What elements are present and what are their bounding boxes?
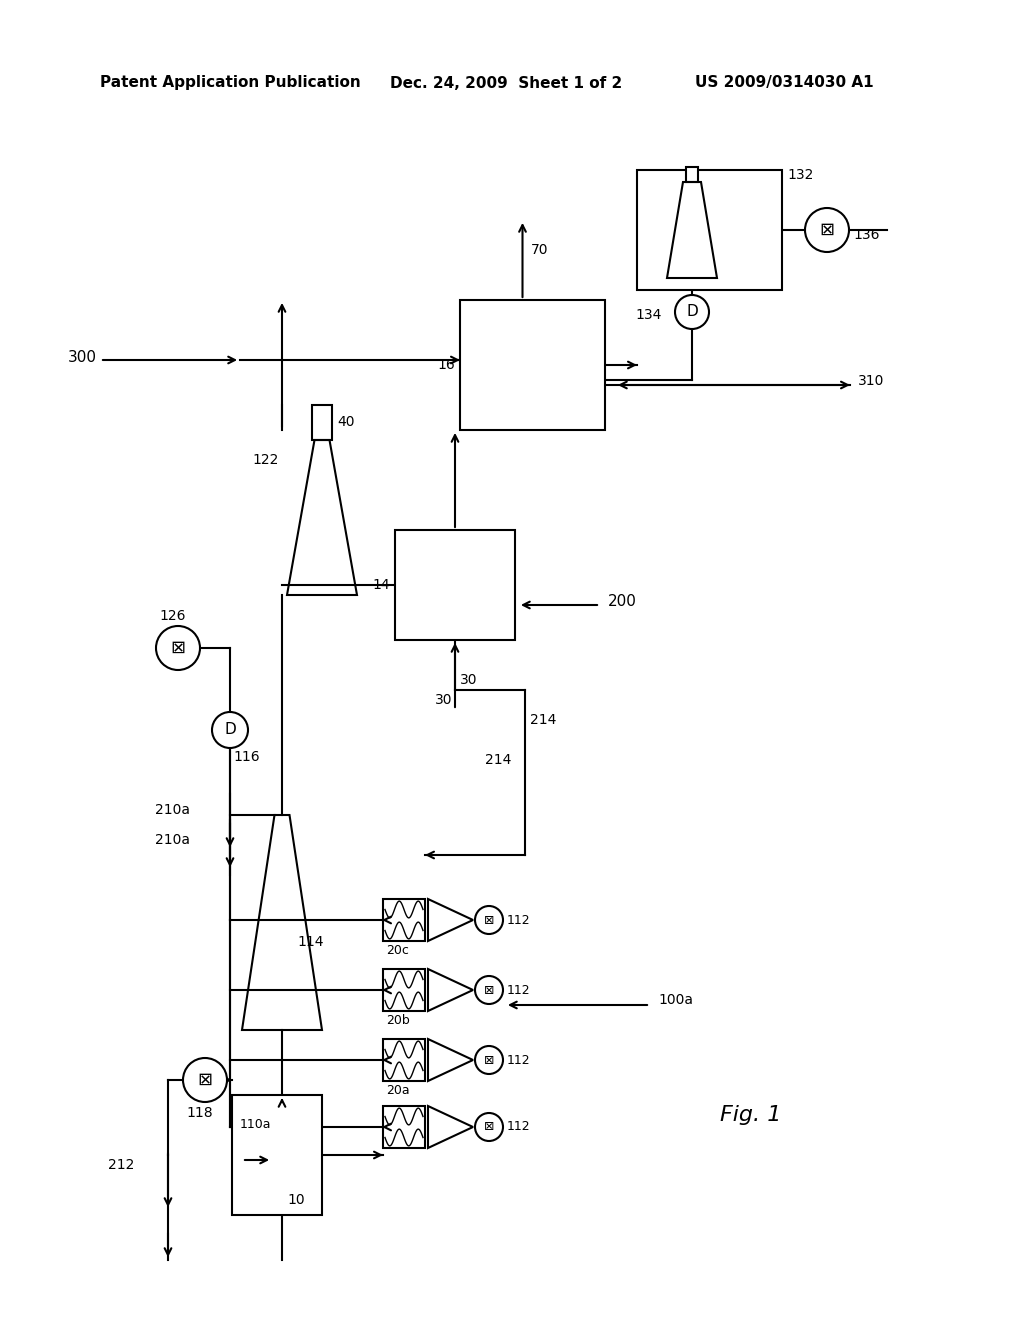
Text: ⊠: ⊠ xyxy=(170,639,185,657)
Text: 200: 200 xyxy=(608,594,637,610)
Text: 214: 214 xyxy=(530,713,556,727)
Bar xyxy=(460,300,605,430)
Text: 112: 112 xyxy=(507,1121,530,1134)
Text: 214: 214 xyxy=(485,752,511,767)
Bar xyxy=(383,969,425,1011)
Text: 30: 30 xyxy=(460,673,477,686)
Bar xyxy=(383,1106,425,1148)
Circle shape xyxy=(475,975,503,1005)
Text: ⊠: ⊠ xyxy=(483,913,495,927)
Text: ⊠: ⊠ xyxy=(198,1071,213,1089)
Bar xyxy=(232,1096,322,1214)
Text: Patent Application Publication: Patent Application Publication xyxy=(100,75,360,91)
Circle shape xyxy=(475,1113,503,1140)
Text: Fig. 1: Fig. 1 xyxy=(720,1105,781,1125)
Text: 132: 132 xyxy=(787,168,813,182)
Text: ⊠: ⊠ xyxy=(483,1121,495,1134)
Circle shape xyxy=(475,1045,503,1074)
Circle shape xyxy=(183,1059,227,1102)
Circle shape xyxy=(212,711,248,748)
Circle shape xyxy=(675,294,709,329)
Circle shape xyxy=(156,626,200,671)
Text: 30: 30 xyxy=(435,693,453,708)
Text: 210a: 210a xyxy=(155,803,190,817)
Text: 126: 126 xyxy=(160,609,186,623)
Text: 110a: 110a xyxy=(240,1118,271,1131)
Text: Dec. 24, 2009  Sheet 1 of 2: Dec. 24, 2009 Sheet 1 of 2 xyxy=(390,75,623,91)
Text: 16: 16 xyxy=(437,358,455,372)
Text: 40: 40 xyxy=(337,416,354,429)
Text: 136: 136 xyxy=(853,228,880,242)
Bar xyxy=(686,168,698,182)
Text: 210a: 210a xyxy=(155,833,190,847)
Text: 310: 310 xyxy=(858,374,885,388)
Text: US 2009/0314030 A1: US 2009/0314030 A1 xyxy=(695,75,873,91)
Text: 114: 114 xyxy=(297,936,324,949)
Text: 212: 212 xyxy=(108,1158,134,1172)
Bar xyxy=(383,899,425,941)
Text: 20c: 20c xyxy=(386,945,409,957)
Text: 300: 300 xyxy=(68,350,97,364)
Text: D: D xyxy=(686,305,698,319)
Text: 122: 122 xyxy=(252,453,279,467)
Text: D: D xyxy=(224,722,236,738)
Text: ⊠: ⊠ xyxy=(483,1053,495,1067)
Text: 100a: 100a xyxy=(658,993,693,1007)
Bar xyxy=(383,1039,425,1081)
Text: 20b: 20b xyxy=(386,1015,410,1027)
Text: ⊠: ⊠ xyxy=(483,983,495,997)
Text: 112: 112 xyxy=(507,913,530,927)
Text: 20a: 20a xyxy=(386,1085,410,1097)
Text: 112: 112 xyxy=(507,983,530,997)
Bar xyxy=(395,531,515,640)
Text: 70: 70 xyxy=(530,243,548,257)
Text: ⊠: ⊠ xyxy=(819,220,835,239)
Text: 134: 134 xyxy=(636,308,662,322)
Text: 14: 14 xyxy=(373,578,390,591)
Circle shape xyxy=(475,906,503,935)
Text: 10: 10 xyxy=(287,1193,304,1206)
Bar xyxy=(312,405,332,440)
Text: 112: 112 xyxy=(507,1053,530,1067)
Bar xyxy=(637,170,782,290)
Text: 118: 118 xyxy=(186,1106,213,1119)
Text: 116: 116 xyxy=(233,750,260,764)
Circle shape xyxy=(805,209,849,252)
